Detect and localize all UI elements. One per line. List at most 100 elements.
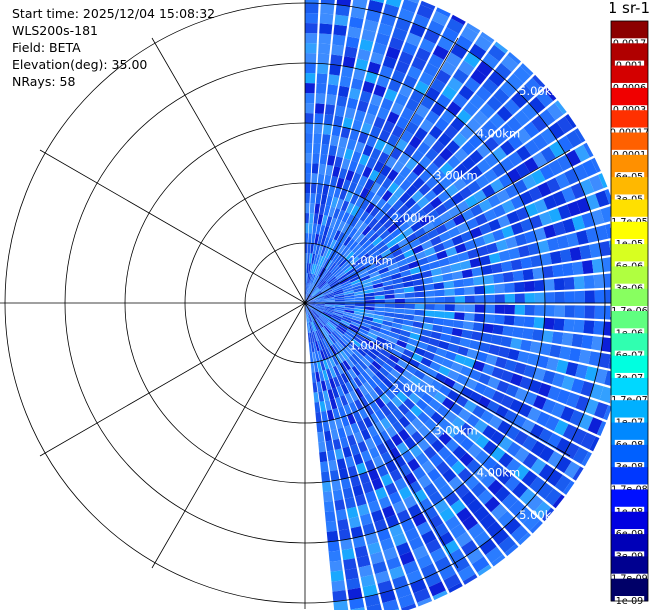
- range-gate: [349, 241, 359, 251]
- range-gate: [563, 277, 575, 290]
- range-gate: [474, 35, 493, 52]
- range-gate: [320, 235, 327, 246]
- range-gate: [417, 597, 433, 607]
- range-gate: [552, 264, 564, 278]
- range-gate: [484, 304, 495, 314]
- range-gate: [343, 311, 354, 317]
- range-gate: [326, 94, 337, 106]
- range-gate: [344, 370, 353, 382]
- range-gate: [368, 468, 380, 481]
- range-gate: [450, 361, 464, 373]
- range-gate: [531, 115, 548, 133]
- range-gate: [401, 275, 413, 283]
- range-gate: [353, 68, 366, 81]
- range-gate: [409, 266, 421, 275]
- range-gate: [419, 263, 431, 272]
- range-gate: [583, 275, 595, 289]
- range-gate: [566, 232, 579, 247]
- range-gate: [454, 296, 465, 304]
- range-gate: [314, 298, 325, 302]
- range-gate: [496, 105, 513, 122]
- range-gate: [413, 285, 425, 292]
- range-gate: [340, 372, 349, 384]
- range-gate: [321, 410, 328, 422]
- range-gate: [312, 321, 317, 332]
- range-gate: [315, 411, 322, 423]
- range-gate: [498, 346, 510, 358]
- range-gate: [501, 493, 518, 510]
- ray: [305, 0, 385, 303]
- range-gate: [401, 450, 415, 464]
- range-gate: [349, 256, 360, 266]
- range-gate: [547, 451, 563, 468]
- range-gate: [362, 80, 375, 94]
- range-gate: [331, 285, 342, 291]
- range-gate: [333, 229, 341, 241]
- range-gate: [353, 262, 364, 271]
- range-gate: [371, 321, 383, 328]
- range-gate: [330, 318, 340, 325]
- range-gate: [305, 113, 314, 124]
- range-gate: [453, 556, 470, 573]
- range-gate: [398, 403, 410, 416]
- range-gate: [338, 276, 349, 283]
- range-gate: [494, 294, 505, 304]
- range-gate: [515, 127, 532, 144]
- range-gate: [564, 168, 579, 185]
- range-gate: [311, 233, 316, 244]
- range-gate: [534, 198, 548, 214]
- range-gate: [449, 335, 462, 345]
- range-gate: [408, 480, 423, 495]
- range-gate: [322, 184, 330, 196]
- range-gate: [347, 434, 357, 447]
- range-gate: [464, 474, 480, 490]
- range-gate: [357, 249, 368, 259]
- range-gate: [418, 215, 431, 227]
- range-gate: [384, 88, 398, 102]
- range-gate: [320, 143, 330, 155]
- range-gate: [360, 199, 370, 211]
- range-gate: [414, 291, 425, 298]
- ray: [305, 113, 577, 303]
- range-gate: [408, 392, 421, 405]
- range-gate: [431, 10, 449, 27]
- range-gate: [312, 288, 320, 297]
- range-gate: [504, 282, 515, 293]
- range-gate: [349, 323, 360, 331]
- ray: [305, 303, 629, 321]
- range-gate: [305, 43, 317, 54]
- range-gate: [336, 231, 345, 243]
- range-gate: [380, 202, 392, 214]
- range-gate: [356, 419, 367, 432]
- range-gate: [333, 267, 343, 277]
- range-gate: [387, 181, 399, 194]
- range-gate: [400, 107, 415, 121]
- range-gate: [314, 305, 325, 309]
- range-gate: [458, 408, 472, 422]
- range-gate: [491, 503, 508, 520]
- range-gate: [344, 107, 356, 120]
- range-gate: [305, 3, 319, 14]
- range-gate: [364, 354, 375, 364]
- range-gate: [468, 165, 483, 180]
- range-gate: [417, 233, 430, 244]
- range-gate: [324, 336, 332, 347]
- colorbar-segment: [611, 556, 648, 580]
- range-gate: [447, 369, 460, 381]
- range-gate: [324, 305, 335, 308]
- range-gate: [562, 480, 575, 495]
- range-gate: [325, 164, 334, 176]
- range-gate: [325, 248, 332, 259]
- range-gate: [514, 304, 525, 315]
- range-gate: [326, 226, 334, 238]
- range-gate: [322, 270, 331, 280]
- range-gate: [360, 122, 373, 135]
- range-gate: [398, 486, 413, 500]
- range-gate: [363, 285, 374, 291]
- range-gate: [312, 223, 318, 234]
- range-gate: [374, 421, 385, 434]
- range-gate: [440, 109, 456, 124]
- range-gate: [312, 331, 317, 342]
- range-gate: [305, 213, 310, 224]
- range-gate: [548, 122, 565, 140]
